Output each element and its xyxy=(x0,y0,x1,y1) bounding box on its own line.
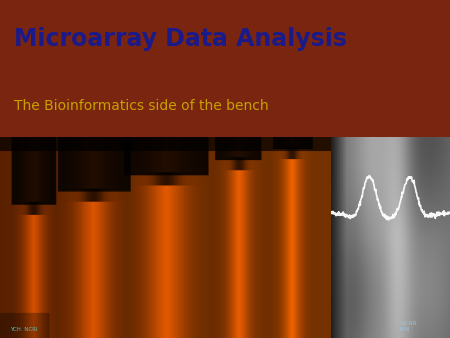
Text: Microarray Data Analysis: Microarray Data Analysis xyxy=(14,27,346,51)
Text: The Bioinformatics side of the bench: The Bioinformatics side of the bench xyxy=(14,99,268,113)
Text: ◦ NCRR
  NIN: ◦ NCRR NIN xyxy=(396,321,417,332)
Text: YCH  NCRI: YCH NCRI xyxy=(10,327,37,332)
